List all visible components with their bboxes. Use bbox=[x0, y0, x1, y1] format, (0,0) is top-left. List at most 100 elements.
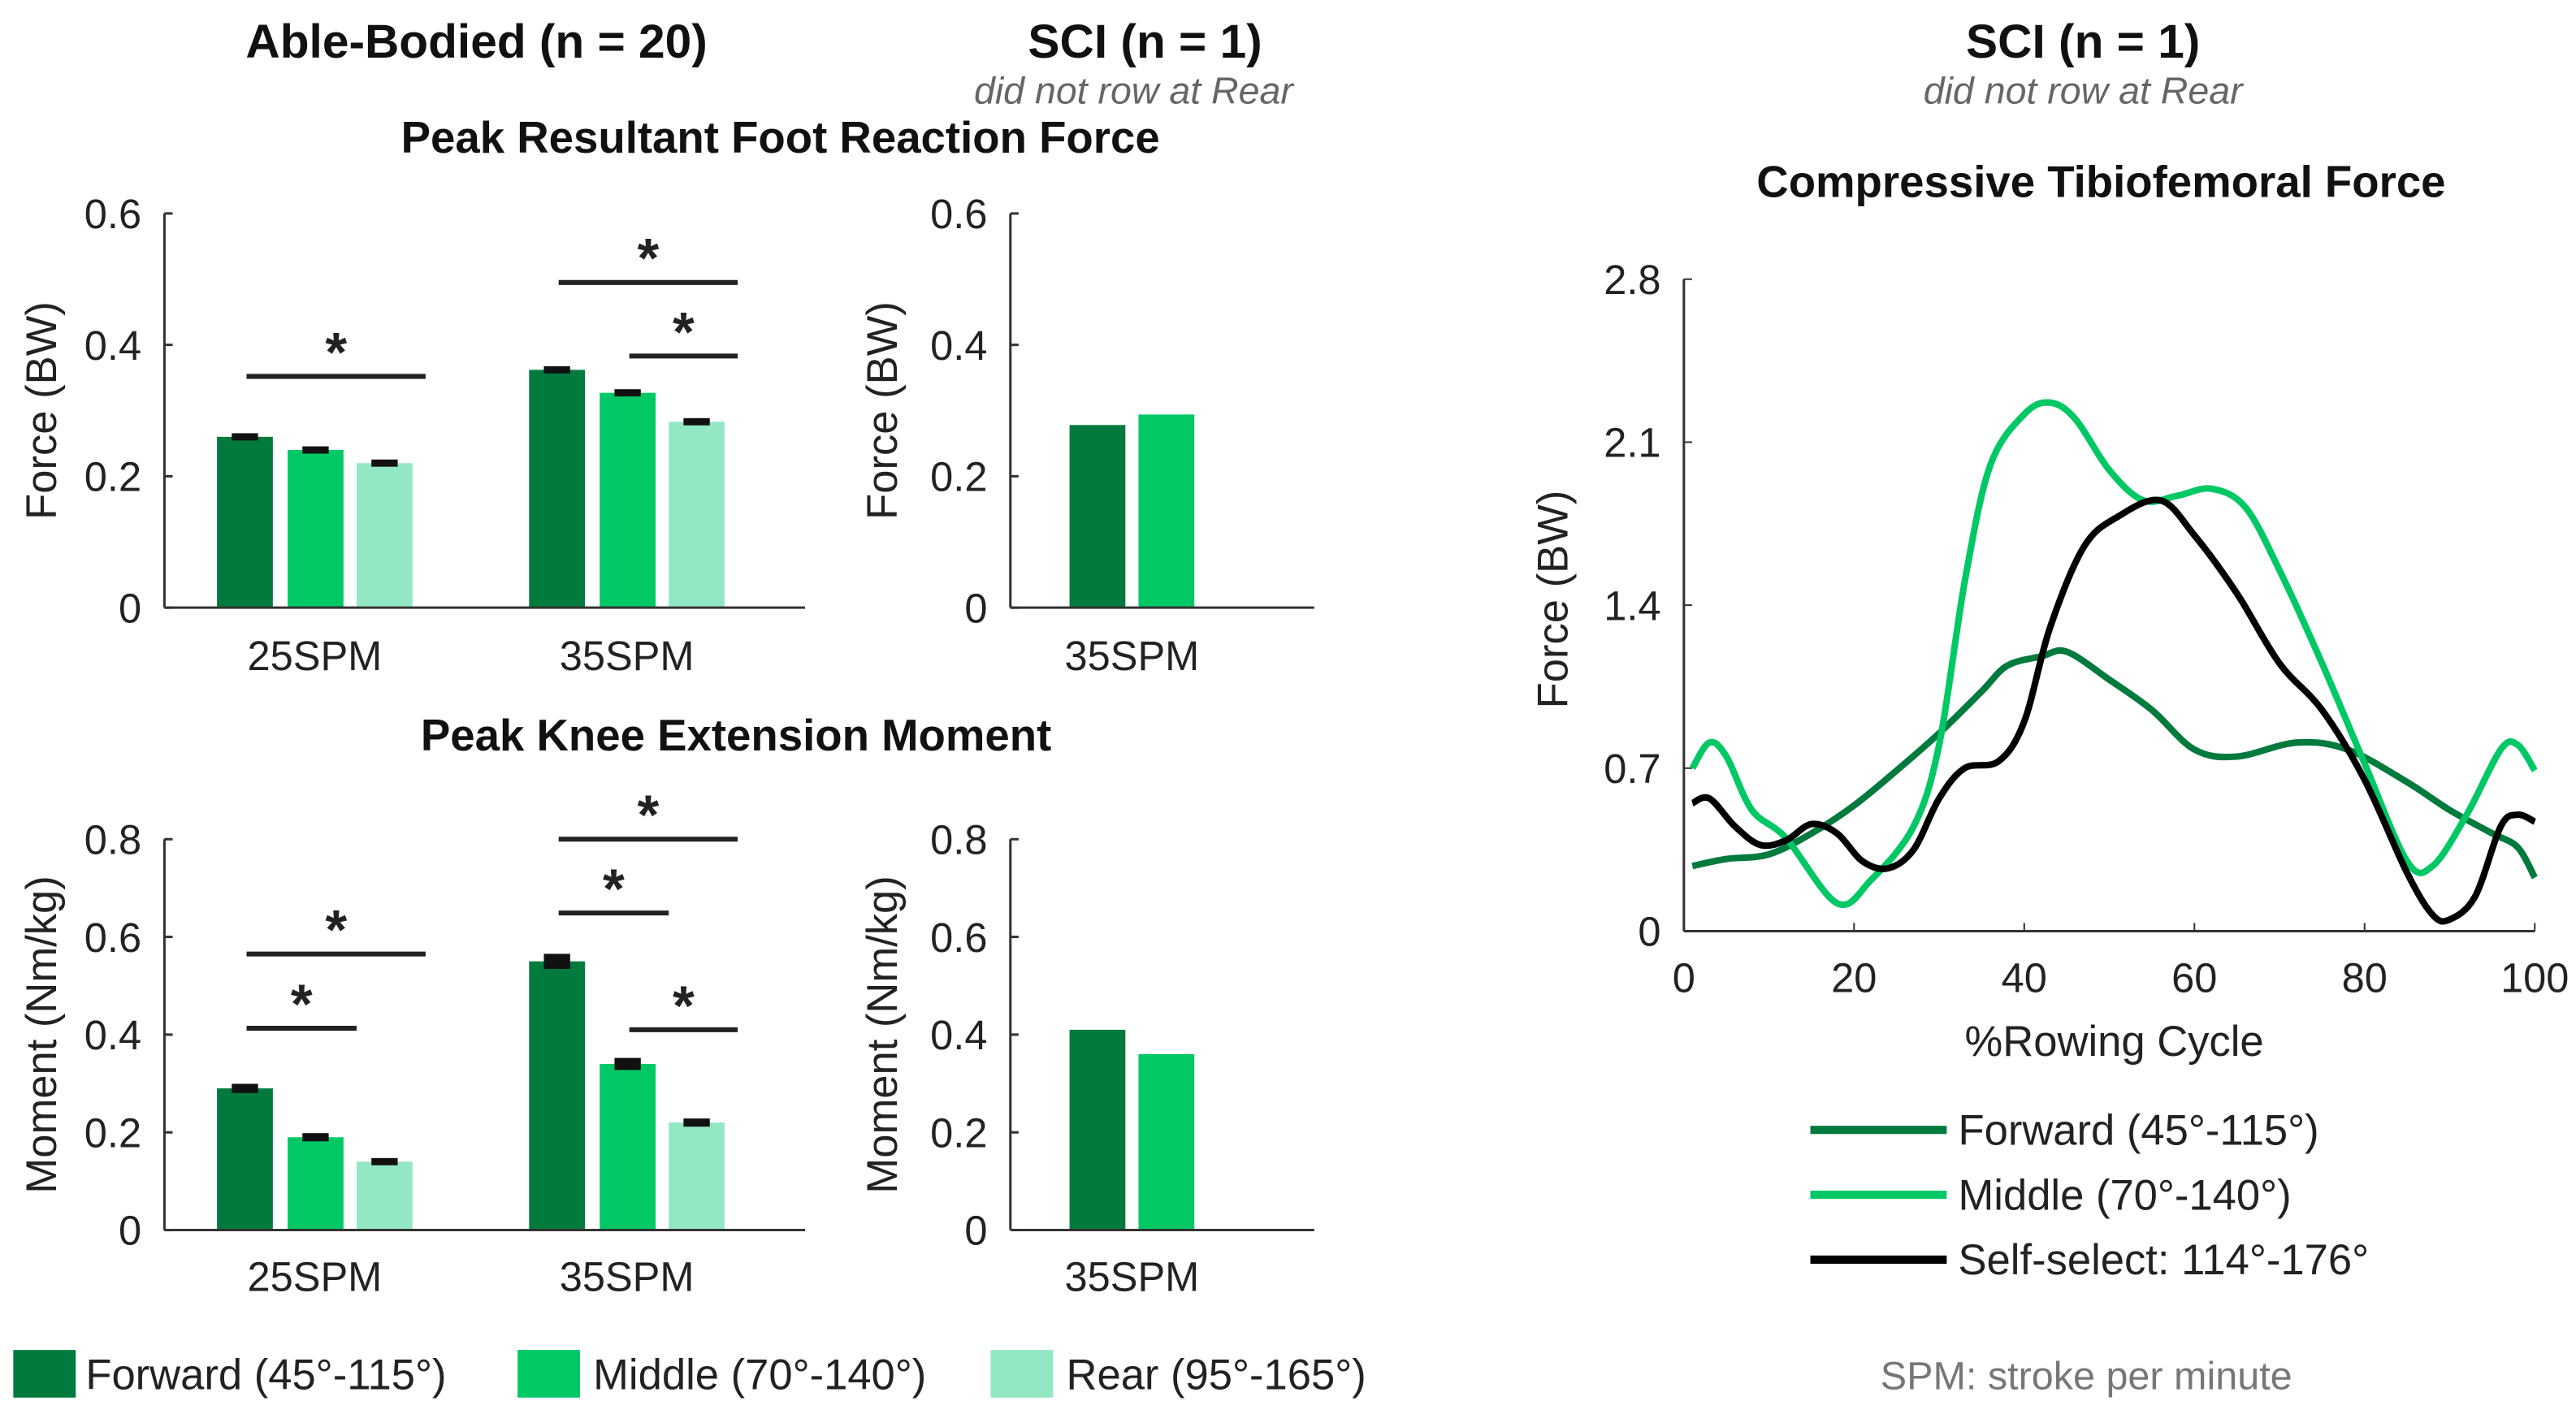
x-tick-label: 20 bbox=[1831, 954, 1877, 1001]
legend-swatch-rear bbox=[990, 1350, 1054, 1398]
error-bar bbox=[232, 1083, 258, 1093]
y-tick-label: 0.6 bbox=[930, 915, 987, 961]
error-bar bbox=[614, 1057, 641, 1070]
x-tick-label: 25SPM bbox=[248, 1253, 383, 1299]
series-line-0 bbox=[1691, 646, 2538, 880]
significance-star: * bbox=[673, 301, 695, 363]
significance-star: * bbox=[638, 784, 660, 846]
y-tick-label: 0 bbox=[964, 1208, 987, 1254]
legend-swatch-middle bbox=[517, 1350, 580, 1398]
error-bar bbox=[302, 446, 329, 454]
x-tick-label: 100 bbox=[2500, 954, 2569, 1001]
footnote: SPM: stroke per minute bbox=[1881, 1355, 2292, 1399]
line-chart: 0 0.7 1.4 2.1 2.8 0 20 40 60 80 100 Force (BW) %Rowi… bbox=[1529, 257, 2569, 1284]
y-tick-label: 0.2 bbox=[930, 454, 987, 500]
significance-star: * bbox=[638, 227, 660, 290]
row2-title: Peak Knee Extension Moment bbox=[421, 711, 1051, 760]
significance-star: * bbox=[325, 899, 347, 962]
bar bbox=[600, 392, 656, 608]
y-tick-label: 2.1 bbox=[1604, 420, 1660, 466]
x-tick-label: 35SPM bbox=[560, 1253, 695, 1299]
bar bbox=[217, 436, 273, 608]
y-tick-label: 0.4 bbox=[930, 1012, 987, 1058]
y-tick-label: 1.4 bbox=[1604, 582, 1660, 629]
x-tick-label: 80 bbox=[2342, 954, 2388, 1001]
bar bbox=[1138, 1053, 1195, 1230]
y-tick-label: 0.2 bbox=[930, 1109, 987, 1156]
error-bar bbox=[371, 459, 398, 467]
y-tick-label: 0.8 bbox=[84, 816, 141, 863]
sci-right-note: did not row at Rear bbox=[1924, 69, 2245, 111]
y-tick-label: 0.2 bbox=[84, 1109, 141, 1156]
bar bbox=[529, 961, 586, 1230]
significance-star: * bbox=[325, 321, 347, 383]
bar bbox=[356, 1161, 413, 1230]
legend-label-rear: Rear (95°-165°) bbox=[1067, 1351, 1366, 1399]
y-tick-label: 0 bbox=[119, 1208, 141, 1254]
x-tick-label: 40 bbox=[2002, 954, 2047, 1001]
y-tick-label: 0 bbox=[119, 585, 141, 631]
error-bar bbox=[614, 389, 641, 397]
error-bar bbox=[683, 417, 710, 426]
x-tick-label: 35SPM bbox=[1065, 633, 1200, 679]
sci-left-note: did not row at Rear bbox=[974, 69, 1295, 111]
y-tick-label: 0.8 bbox=[930, 816, 987, 863]
sci-right-header: SCI (n = 1) bbox=[1966, 15, 2200, 68]
bar bbox=[217, 1088, 273, 1230]
error-bar bbox=[543, 953, 570, 969]
bar bbox=[669, 1122, 725, 1230]
error-bar bbox=[543, 365, 570, 374]
series-line-1 bbox=[1689, 399, 2538, 908]
y-tick-label: 0.4 bbox=[84, 322, 141, 369]
significance-star: * bbox=[673, 975, 695, 1037]
y-tick-label: 0.4 bbox=[84, 1012, 141, 1058]
bottom-legend: Forward (45°-115°) Middle (70°-140°) Rea… bbox=[13, 1350, 1366, 1399]
y-tick-label: 0.4 bbox=[930, 322, 987, 369]
y-axis-label: Moment (Nm/kg) bbox=[18, 876, 66, 1193]
legend-label-middle: Middle (70°-140°) bbox=[593, 1351, 926, 1399]
bar bbox=[1138, 414, 1195, 608]
able-bodied-header: Able-Bodied (n = 20) bbox=[245, 15, 707, 68]
bar bbox=[356, 463, 413, 608]
x-axis-label: %Rowing Cycle bbox=[1965, 1018, 2264, 1066]
row1-title: Peak Resultant Foot Reaction Force bbox=[401, 113, 1160, 162]
y-tick-label: 0 bbox=[964, 585, 987, 631]
sci-left-header: SCI (n = 1) bbox=[1028, 15, 1262, 68]
line-chart-title: Compressive Tibiofemoral Force bbox=[1756, 158, 2445, 207]
y-tick-label: 0.6 bbox=[930, 191, 987, 237]
legend-label-1: Middle (70°-140°) bbox=[1959, 1171, 2292, 1219]
bar bbox=[529, 370, 586, 608]
significance-star: * bbox=[603, 858, 625, 920]
x-tick-label: 25SPM bbox=[248, 633, 383, 679]
legend-swatch-forward bbox=[13, 1350, 76, 1398]
x-tick-label: 0 bbox=[1673, 954, 1695, 1001]
error-bar bbox=[232, 433, 258, 441]
x-tick-label: 60 bbox=[2171, 954, 2217, 1001]
legend-label-2: Self-select: 114°-176° bbox=[1959, 1236, 2370, 1284]
bar bbox=[288, 450, 344, 608]
y-tick-label: 0.6 bbox=[84, 191, 141, 237]
error-bar bbox=[371, 1157, 398, 1165]
significance-star: * bbox=[291, 973, 313, 1036]
y-axis-label: Moment (Nm/kg) bbox=[859, 876, 907, 1193]
bar bbox=[288, 1137, 344, 1230]
bar bbox=[600, 1063, 656, 1230]
error-bar bbox=[302, 1133, 329, 1142]
error-bar bbox=[683, 1118, 710, 1127]
y-axis-label: Force (BW) bbox=[1529, 491, 1577, 709]
y-tick-label: 0 bbox=[1638, 909, 1660, 955]
y-axis-label: Force (BW) bbox=[18, 301, 66, 520]
x-tick-label: 35SPM bbox=[560, 633, 695, 679]
bar-chart-sci_moment: 0 0.2 0.4 0.6 0.8 35SPM Moment (Nm/kg) bbox=[859, 816, 1314, 1299]
bar bbox=[1069, 1029, 1126, 1230]
bar bbox=[669, 422, 725, 608]
x-tick-label: 35SPM bbox=[1065, 1253, 1200, 1299]
y-tick-label: 2.8 bbox=[1604, 257, 1660, 303]
legend-label-0: Forward (45°-115°) bbox=[1959, 1106, 2319, 1154]
y-axis-label: Force (BW) bbox=[859, 301, 907, 520]
y-tick-label: 0.2 bbox=[84, 454, 141, 500]
y-tick-label: 0.6 bbox=[84, 915, 141, 961]
